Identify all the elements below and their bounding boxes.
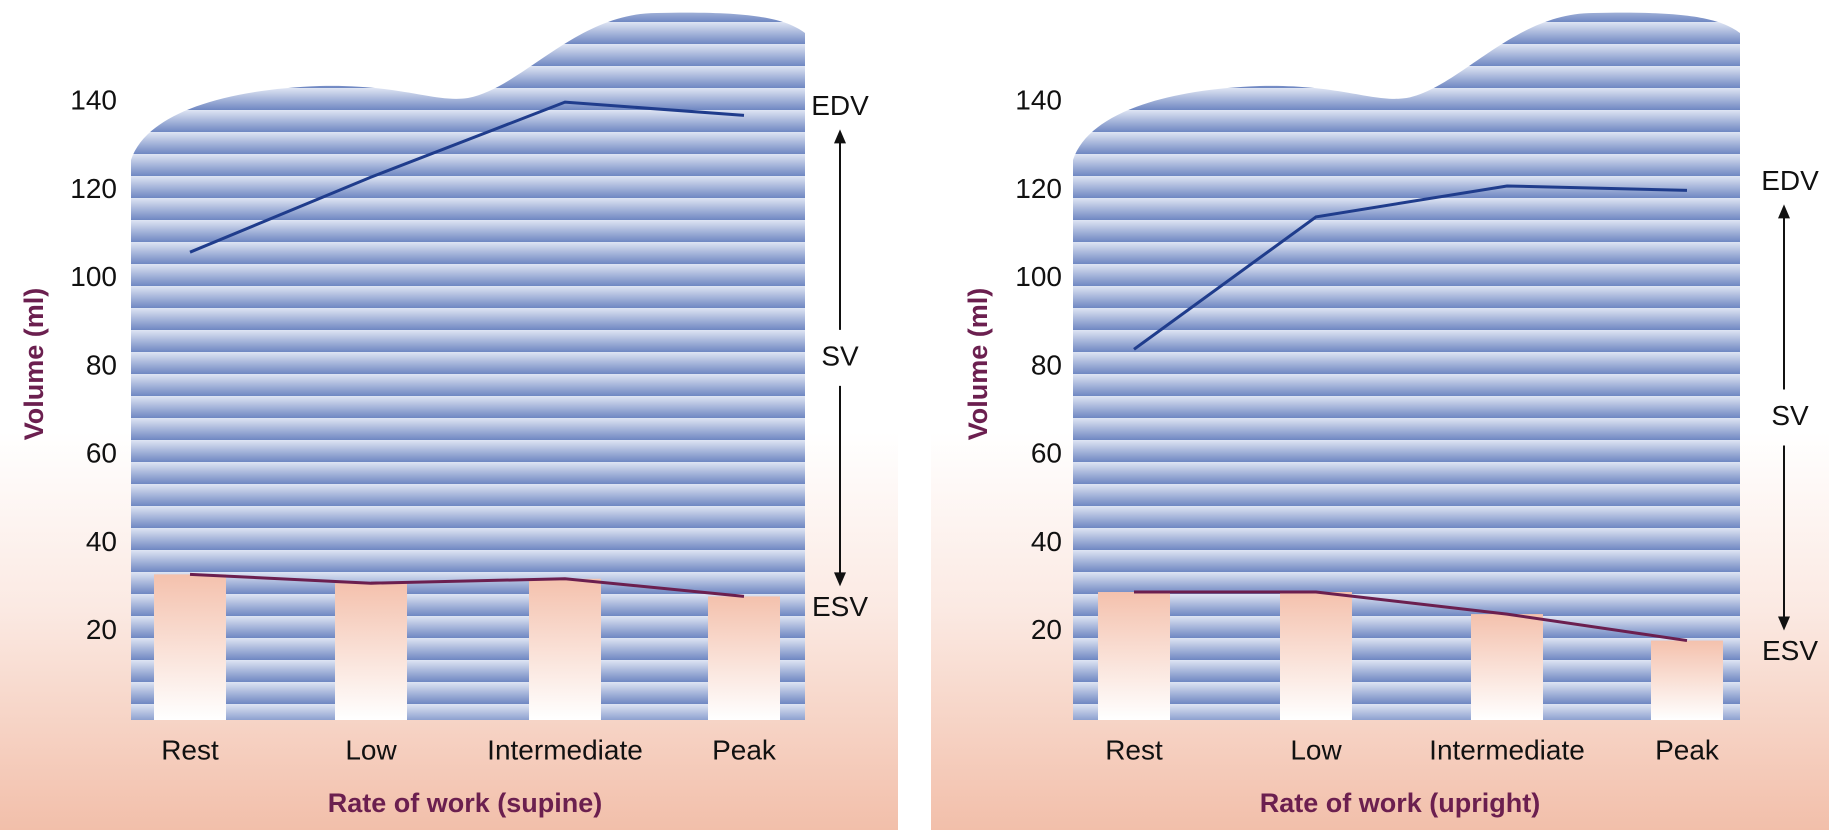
annotation: SV xyxy=(821,340,859,371)
x-tick-label: Rest xyxy=(161,734,219,765)
x-axis-label: Rate of work (supine) xyxy=(328,788,603,818)
figure: 20 40 60 80 100 120 140 Rest Low Intermediate Peak… xyxy=(0,0,1829,830)
x-tick-label: Low xyxy=(345,734,397,765)
y-tick-label: 80 xyxy=(1031,349,1062,380)
plot-area xyxy=(1073,13,1740,720)
y-tick-label: 60 xyxy=(1031,438,1062,469)
esv-bar xyxy=(1651,641,1723,720)
esv-bar xyxy=(154,574,226,720)
esv-bar xyxy=(529,579,601,720)
y-axis-label: Volume (ml) xyxy=(19,288,49,441)
annotation: SV xyxy=(1771,400,1809,431)
x-tick-label: Low xyxy=(1290,734,1342,765)
x-axis-label: Rate of work (upright) xyxy=(1260,788,1540,818)
y-tick-label: 100 xyxy=(1015,261,1062,292)
series-label: ESV xyxy=(812,591,868,622)
series-label: ESV xyxy=(1762,635,1818,666)
x-tick-label: Rest xyxy=(1105,734,1163,765)
plot-area xyxy=(131,13,805,720)
x-tick-label: Intermediate xyxy=(487,734,643,765)
y-tick-label: 140 xyxy=(1015,85,1062,116)
y-tick-label: 120 xyxy=(1015,173,1062,204)
y-tick-label: 40 xyxy=(1031,526,1062,557)
series-label: EDV xyxy=(811,90,869,121)
y-tick-label: 100 xyxy=(70,261,117,292)
y-tick-label: 40 xyxy=(86,526,117,557)
y-tick-label: 120 xyxy=(70,173,117,204)
esv-bar xyxy=(1471,614,1543,720)
series-label: EDV xyxy=(1761,165,1819,196)
x-tick-label: Peak xyxy=(712,734,777,765)
arrow-head xyxy=(834,129,846,143)
y-tick-label: 60 xyxy=(86,438,117,469)
esv-bar xyxy=(708,596,780,720)
x-tick-label: Peak xyxy=(1655,734,1720,765)
x-tick-label: Intermediate xyxy=(1429,734,1585,765)
y-tick-label: 80 xyxy=(86,349,117,380)
esv-bar xyxy=(1098,592,1170,720)
y-tick-label: 20 xyxy=(86,614,117,645)
y-axis-label: Volume (ml) xyxy=(963,288,993,441)
arrow-head xyxy=(1778,204,1790,218)
y-tick-label: 140 xyxy=(70,85,117,116)
esv-bar xyxy=(1280,592,1352,720)
y-tick-label: 20 xyxy=(1031,614,1062,645)
esv-bar xyxy=(335,583,407,720)
